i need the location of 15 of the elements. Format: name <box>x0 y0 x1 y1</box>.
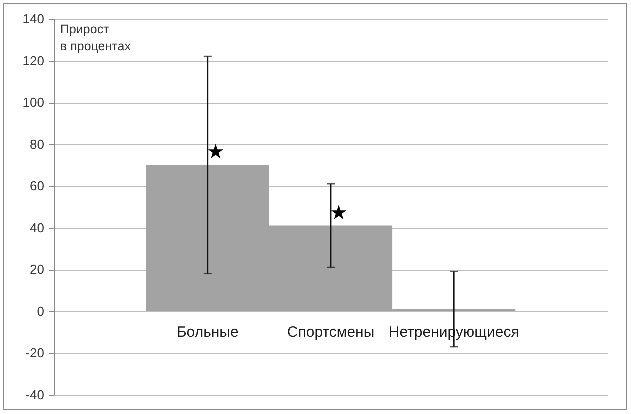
annotation: ★ <box>330 200 348 224</box>
x-tick-label: Спортсмены <box>287 324 375 341</box>
y-tick-label: 120 <box>22 53 44 68</box>
y-tick-label: -20 <box>26 346 44 361</box>
annotation: ★ <box>206 140 225 164</box>
y-tick-label: -40 <box>26 388 44 402</box>
y-tick-label: 60 <box>30 178 44 194</box>
y-tick-label: 100 <box>22 95 44 110</box>
y-tick-label: 80 <box>30 136 44 152</box>
y-tick-label: 140 <box>22 12 44 26</box>
y-tick-label: 20 <box>30 262 44 278</box>
x-tick-label: Больные <box>176 324 239 341</box>
y-axis-title: Прирост в процентах <box>60 22 132 54</box>
y-tick-label: 40 <box>30 220 44 236</box>
y-tick-label: 0 <box>37 304 44 319</box>
